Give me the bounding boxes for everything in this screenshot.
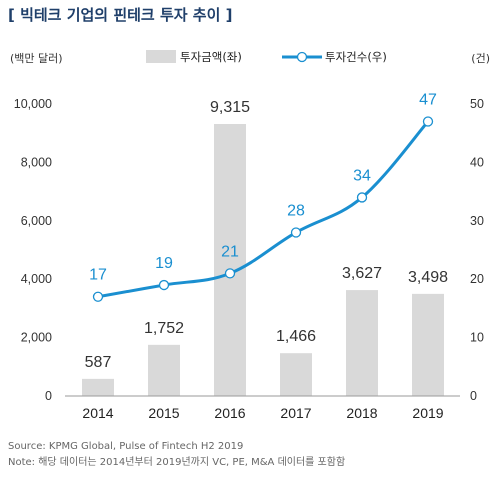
x-tick-label: 2018 xyxy=(346,405,377,421)
x-tick-label: 2015 xyxy=(148,405,179,421)
bar xyxy=(412,293,444,396)
right-tick-label: 10 xyxy=(470,331,484,345)
line-value-label: 34 xyxy=(353,167,371,184)
legend-line-marker xyxy=(296,51,308,63)
x-tick-label: 2017 xyxy=(280,405,311,421)
data-note: Note: 해당 데이터는 2014년부터 2019년까지 VC, PE, M&… xyxy=(8,455,345,468)
bar-value-label: 587 xyxy=(85,354,112,371)
x-tick-label: 2014 xyxy=(82,405,113,421)
line-point xyxy=(290,227,302,238)
left-tick-label: 6,000 xyxy=(21,214,52,228)
line-point xyxy=(422,116,434,127)
bar-series: 587 1,752 9,315 1,466 3,627 3,498 xyxy=(82,99,448,396)
right-axis-unit: (건) xyxy=(471,52,490,65)
x-axis-ticks: 2014 2015 2016 2017 2018 2019 xyxy=(82,405,443,421)
bar xyxy=(346,290,378,396)
legend-bar-swatch xyxy=(146,50,176,63)
right-tick-label: 20 xyxy=(470,272,484,286)
line-series: 17 19 21 28 34 47 xyxy=(89,92,437,302)
legend-line-label: 투자건수(우) xyxy=(325,50,387,64)
right-tick-label: 0 xyxy=(470,389,477,403)
x-tick-label: 2016 xyxy=(214,405,245,421)
bar-value-label: 1,466 xyxy=(276,328,316,345)
bar-value-label: 3,627 xyxy=(342,265,382,282)
line-value-label: 21 xyxy=(221,243,239,260)
legend-bar-label: 투자금액(좌) xyxy=(180,50,242,64)
left-tick-label: 2,000 xyxy=(21,331,52,345)
left-tick-label: 10,000 xyxy=(14,97,52,111)
bar xyxy=(82,378,114,396)
bar xyxy=(148,344,180,396)
x-tick-label: 2019 xyxy=(412,405,443,421)
chart-title: [ 빅테크 기업의 핀테크 투자 추이 ] xyxy=(8,6,232,24)
bar-value-label: 3,498 xyxy=(408,269,448,286)
bar-value-label: 1,752 xyxy=(144,320,184,337)
bar xyxy=(280,353,312,396)
line-point xyxy=(158,279,170,291)
left-axis-ticks: 0 2,000 4,000 6,000 8,000 10,000 xyxy=(14,97,52,403)
left-tick-label: 0 xyxy=(45,389,52,403)
source-note: Source: KPMG Global, Pulse of Fintech H2… xyxy=(8,441,243,452)
line-point xyxy=(356,192,368,203)
right-tick-label: 30 xyxy=(470,214,484,228)
line-point xyxy=(92,291,104,302)
bar-value-label: 9,315 xyxy=(210,99,250,116)
line-value-label: 28 xyxy=(287,202,305,219)
left-tick-label: 8,000 xyxy=(21,155,52,169)
line-value-label: 47 xyxy=(419,92,437,109)
line-point xyxy=(224,268,236,279)
left-axis-unit: (백만 달러) xyxy=(10,52,63,65)
bar xyxy=(214,124,246,396)
line-value-label: 17 xyxy=(89,267,107,284)
right-tick-label: 40 xyxy=(470,155,484,169)
right-axis-ticks: 0 10 20 30 40 50 xyxy=(470,97,484,403)
line-value-label: 19 xyxy=(155,255,173,272)
left-tick-label: 4,000 xyxy=(21,272,52,286)
legend: 투자금액(좌) 투자건수(우) xyxy=(146,50,387,64)
right-tick-label: 50 xyxy=(470,97,484,111)
